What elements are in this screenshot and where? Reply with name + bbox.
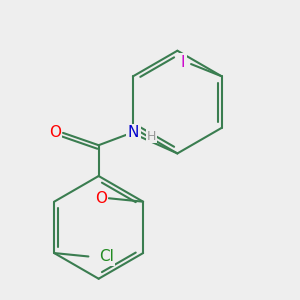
Text: I: I: [181, 55, 185, 70]
Text: O: O: [49, 125, 61, 140]
Text: H: H: [147, 130, 156, 143]
Text: N: N: [128, 125, 139, 140]
Text: O: O: [95, 191, 107, 206]
Text: Cl: Cl: [99, 249, 114, 264]
